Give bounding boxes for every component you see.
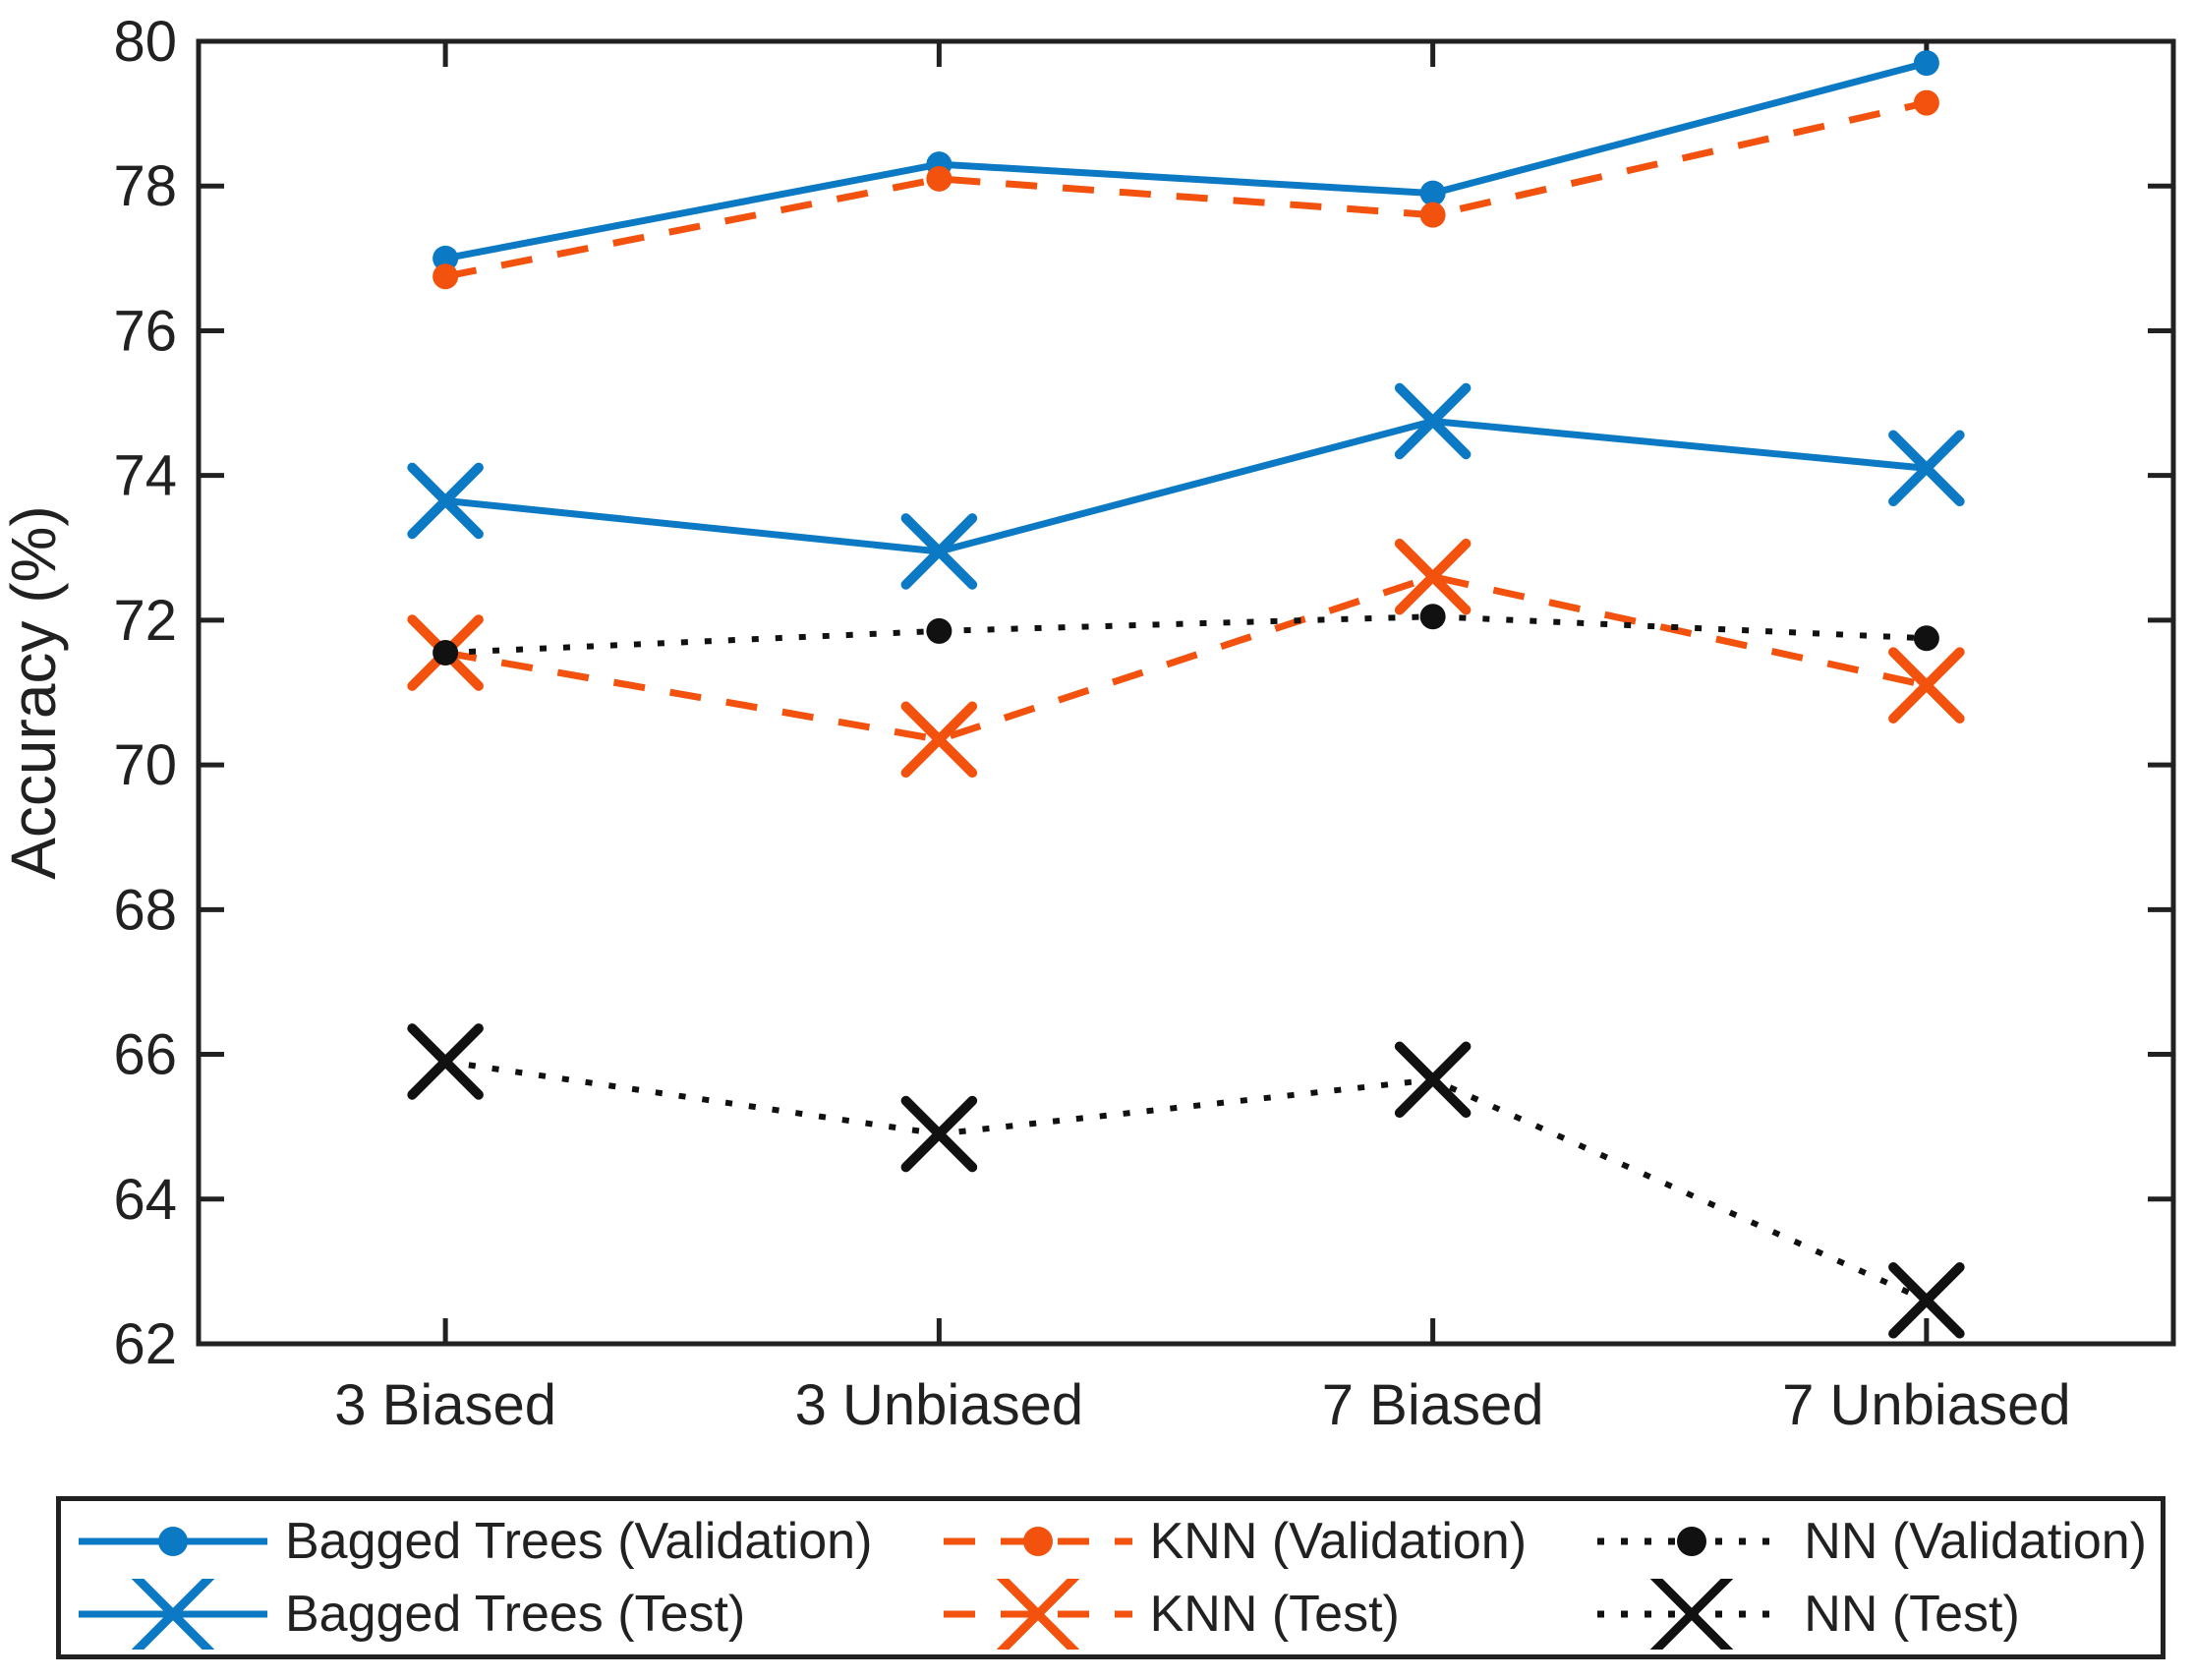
series-nn-test bbox=[407, 1023, 1965, 1339]
circle-marker-icon bbox=[1913, 625, 1939, 652]
legend-column-bagged-trees: Bagged Trees (Validation) Bagged Trees (… bbox=[75, 1506, 872, 1650]
y-axis-label: Accuracy (%) bbox=[0, 505, 69, 880]
series-line-knn-validation bbox=[444, 99, 1928, 280]
y-tick-label: 80 bbox=[113, 10, 177, 74]
legend-label-bagged-trees-validation: Bagged Trees (Validation) bbox=[285, 1513, 873, 1570]
series-knn-test bbox=[407, 538, 1965, 779]
x-marker-icon bbox=[407, 462, 484, 540]
x-marker-icon bbox=[1888, 430, 1965, 507]
legend-sample-knn-test bbox=[943, 1579, 1132, 1650]
legend-sample-nn-validation bbox=[1597, 1527, 1787, 1556]
y-tick-label: 78 bbox=[113, 154, 177, 218]
y-tick-label: 74 bbox=[113, 444, 177, 508]
legend-column-knn: KNN (Validation) KNN (Test) bbox=[940, 1506, 1527, 1650]
y-tick-label: 64 bbox=[113, 1168, 177, 1232]
circle-marker-icon bbox=[433, 640, 459, 666]
series-bagged-trees-test bbox=[407, 382, 1965, 590]
series-bagged-trees-validation bbox=[433, 50, 1939, 271]
x-marker-icon bbox=[1888, 647, 1965, 724]
axes-box bbox=[196, 38, 2176, 1347]
legend-entry-bagged-trees-test: Bagged Trees (Test) bbox=[75, 1579, 872, 1650]
y-tick-label: 62 bbox=[113, 1312, 177, 1376]
series-line-bagged-trees-test bbox=[444, 417, 1928, 555]
circle-marker-icon bbox=[1677, 1527, 1707, 1556]
legend-sample-bagged-trees-validation bbox=[79, 1527, 267, 1556]
x-tick-label: 3 Biased bbox=[334, 1373, 556, 1437]
legend-sample-knn-validation bbox=[943, 1527, 1132, 1556]
series-line-nn-validation bbox=[444, 613, 1928, 656]
circle-marker-icon bbox=[433, 245, 459, 271]
y-tick-label: 72 bbox=[113, 589, 177, 653]
legend-entry-bagged-trees-validation: Bagged Trees (Validation) bbox=[75, 1506, 872, 1577]
x-marker-icon bbox=[1394, 538, 1472, 615]
x-marker-icon bbox=[1649, 1579, 1734, 1650]
x-marker-icon bbox=[996, 1579, 1079, 1650]
x-marker-icon bbox=[1888, 1262, 1965, 1339]
series-knn-validation bbox=[433, 89, 1939, 290]
legend-sample-bagged-trees-test bbox=[79, 1579, 267, 1650]
legend-label-bagged-trees-test: Bagged Trees (Test) bbox=[285, 1586, 746, 1643]
legend-entry-knn-validation: KNN (Validation) bbox=[940, 1506, 1527, 1577]
legend-label-nn-test: NN (Test) bbox=[1804, 1586, 2020, 1643]
x-tick-label: 7 Biased bbox=[1322, 1373, 1544, 1437]
series-line-nn-test bbox=[444, 1058, 1929, 1303]
x-marker-icon bbox=[900, 1095, 978, 1173]
legend-sample-nn-test bbox=[1597, 1579, 1787, 1650]
circle-marker-icon bbox=[433, 263, 459, 290]
circle-marker-icon bbox=[158, 1527, 188, 1556]
circle-marker-icon bbox=[926, 617, 953, 644]
legend-entry-nn-test: NN (Test) bbox=[1593, 1579, 2147, 1650]
circle-marker-icon bbox=[1419, 604, 1446, 630]
y-tick-label: 76 bbox=[113, 299, 177, 363]
x-marker-icon bbox=[1394, 1041, 1472, 1119]
y-tick-label: 66 bbox=[113, 1023, 177, 1087]
legend-entry-nn-validation: NN (Validation) bbox=[1593, 1506, 2147, 1577]
legend: Bagged Trees (Validation) Bagged Trees (… bbox=[56, 1496, 2165, 1659]
legend-column-nn: NN (Validation) NN (Test) bbox=[1593, 1506, 2147, 1650]
series-line-knn-test bbox=[444, 573, 1928, 743]
x-tick-label: 7 Unbiased bbox=[1782, 1373, 2070, 1437]
circle-marker-icon bbox=[1913, 89, 1939, 116]
circle-marker-icon bbox=[1419, 202, 1446, 228]
circle-marker-icon bbox=[1913, 50, 1939, 77]
y-tick-label: 70 bbox=[113, 733, 177, 797]
circle-marker-icon bbox=[1022, 1527, 1053, 1556]
circle-marker-icon bbox=[926, 165, 953, 192]
x-tick-label: 3 Unbiased bbox=[795, 1373, 1083, 1437]
x-marker-icon bbox=[131, 1579, 215, 1650]
y-tick-label: 68 bbox=[113, 878, 177, 942]
circle-marker-icon bbox=[1419, 180, 1446, 206]
legend-label-knn-test: KNN (Test) bbox=[1149, 1586, 1400, 1643]
series-line-bagged-trees-validation bbox=[444, 59, 1928, 262]
series-nn-validation bbox=[433, 604, 1939, 666]
accuracy-line-chart: 62 64 66 68 70 72 74 76 78 80 3 Biased 3 Unbiased 7 … bbox=[0, 10, 2176, 1437]
legend-label-nn-validation: NN (Validation) bbox=[1804, 1513, 2147, 1570]
x-marker-icon bbox=[900, 513, 978, 590]
x-marker-icon bbox=[407, 1023, 484, 1100]
legend-label-knn-validation: KNN (Validation) bbox=[1149, 1513, 1528, 1570]
x-marker-icon bbox=[900, 701, 978, 779]
x-marker-icon bbox=[1394, 382, 1472, 460]
legend-entry-knn-test: KNN (Test) bbox=[940, 1579, 1527, 1650]
